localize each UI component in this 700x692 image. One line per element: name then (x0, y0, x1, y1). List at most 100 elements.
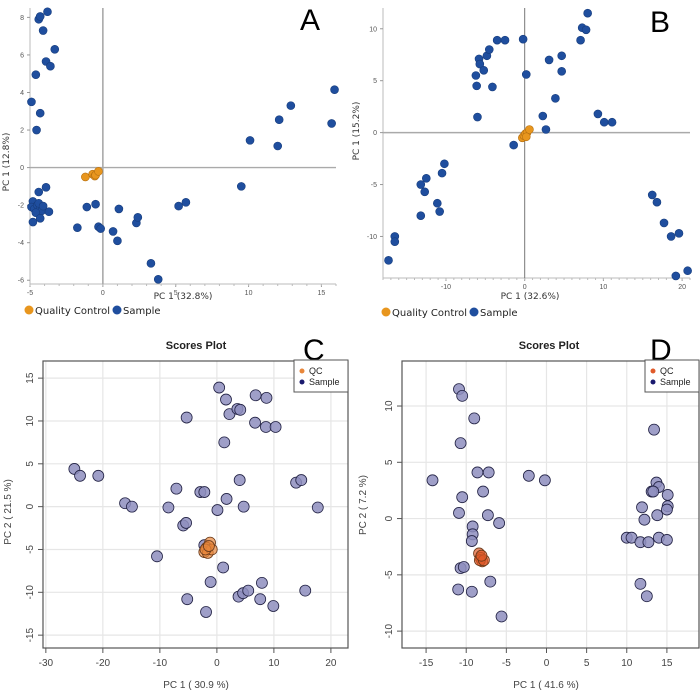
point-sample (181, 198, 191, 207)
panel-c-x-tick-label: -30 (39, 658, 54, 669)
point-sample (581, 25, 591, 35)
point-sample (557, 67, 566, 76)
legend-box (293, 359, 349, 393)
panel-d-x-tick-label: -10 (459, 658, 474, 669)
point-sample (92, 469, 105, 482)
point-sample (133, 213, 143, 222)
point-quality-control (94, 167, 103, 176)
point-sample (660, 503, 673, 516)
point-sample (27, 97, 36, 107)
point-sample (38, 26, 48, 35)
point-sample (557, 51, 566, 61)
point-quality-control (525, 125, 534, 134)
panel-a-y-tick-label: -2 (18, 203, 24, 210)
legend-marker-sample (469, 307, 479, 317)
point-sample (274, 115, 284, 125)
point-sample (35, 213, 45, 223)
panel-c-axes: -30 -20 -10 0 10 20 -15 -10 -5 0 5 10 15 (25, 360, 349, 669)
panel-c-xlabel: PC 1 ( 30.9 %) (163, 680, 229, 691)
panel-b-x-tick-label: 10 (600, 284, 608, 291)
panel-a-y-tick-label: 2 (20, 128, 24, 135)
panel-d-y-tick-label: 5 (384, 459, 395, 465)
point-sample (640, 590, 653, 603)
panel-c-y-tick-label: -15 (25, 627, 36, 642)
point-sample (576, 35, 585, 45)
legend-label-sample: Sample (480, 308, 518, 319)
panel-a-x-tick-label: 0 (101, 290, 105, 297)
panel-d-x-tick-label: 0 (544, 658, 550, 669)
panel-a-axes: -5 0 5 10 15 -6 -4 -2 0 2 4 6 8 (18, 8, 337, 297)
panel-a-ylabel: PC 1 (12.8%) (2, 133, 12, 192)
panel-d-y-tick-label: 10 (384, 400, 395, 412)
panel-b-xlabel: PC 1 (32.6%) (501, 292, 560, 302)
point-sample (541, 125, 551, 134)
point-sample (236, 182, 246, 191)
point-sample (435, 207, 444, 216)
point-sample (114, 204, 124, 214)
point-sample (91, 199, 100, 209)
point-sample (453, 507, 465, 519)
point-sample (634, 577, 647, 590)
point-sample (666, 232, 676, 241)
point-sample (477, 485, 489, 498)
panel-letter-a: A (300, 4, 320, 37)
point-sample (254, 593, 267, 606)
point-sample (260, 391, 273, 404)
point-sample (421, 174, 431, 183)
panel-a-legend: Quality Control Sample (24, 305, 161, 317)
point-sample (31, 70, 41, 79)
point-sample (151, 550, 163, 563)
point-sample (267, 600, 280, 612)
point-sample (471, 466, 484, 479)
point-sample (198, 486, 211, 498)
panel-d-x-tick-label: 15 (661, 658, 673, 669)
panel-c-legend: QC Sample (293, 359, 349, 393)
point-sample (204, 576, 217, 588)
panel-b-x-tick-label: -10 (441, 284, 451, 291)
panel-c-points (68, 381, 324, 618)
panel-c-y-tick-label: -10 (25, 585, 36, 600)
point-sample (492, 35, 502, 45)
panel-c-x-tick-label: -10 (153, 658, 168, 669)
panel-c-y-tick-label: 10 (25, 415, 36, 427)
point-sample (245, 136, 255, 145)
panel-d-title: Scores Plot (519, 340, 580, 352)
point-sample (683, 266, 692, 276)
point-sample (488, 82, 497, 92)
point-sample (473, 112, 482, 122)
point-sample (538, 474, 551, 487)
point-sample (96, 224, 105, 233)
point-sample (218, 436, 231, 449)
panel-d-x-tick-label: -15 (419, 658, 434, 669)
point-sample (162, 501, 175, 514)
panel-b-y-tick-label: 10 (369, 26, 377, 33)
point-sample (327, 119, 336, 128)
point-sample (35, 108, 45, 118)
panel-c-y-tick-label: -5 (25, 545, 36, 554)
legend-label-sample: Sample (309, 377, 340, 387)
point-sample (522, 469, 535, 482)
legend-marker-sample (112, 305, 122, 315)
point-sample (256, 576, 268, 589)
point-sample (481, 509, 494, 522)
panel-d-y-tick-label: 0 (384, 515, 395, 521)
legend-label-sample: Sample (660, 377, 691, 387)
panel-a-points (27, 7, 339, 284)
panel-c-x-tick-label: 0 (214, 658, 220, 669)
point-sample (583, 8, 592, 18)
panel-b-points (384, 8, 692, 281)
point-sample (420, 187, 430, 197)
point-sample (113, 236, 122, 246)
point-sample (647, 485, 660, 498)
panel-d-x-tick-label: -5 (502, 658, 511, 669)
point-sample (472, 81, 481, 91)
point-sample (390, 237, 400, 246)
point-sample (211, 504, 224, 516)
point-sample (311, 501, 324, 514)
point-sample (437, 168, 447, 178)
legend-marker-qc (299, 368, 305, 374)
point-sample (433, 198, 442, 208)
point-sample (200, 606, 212, 618)
point-quality-control (521, 132, 531, 142)
